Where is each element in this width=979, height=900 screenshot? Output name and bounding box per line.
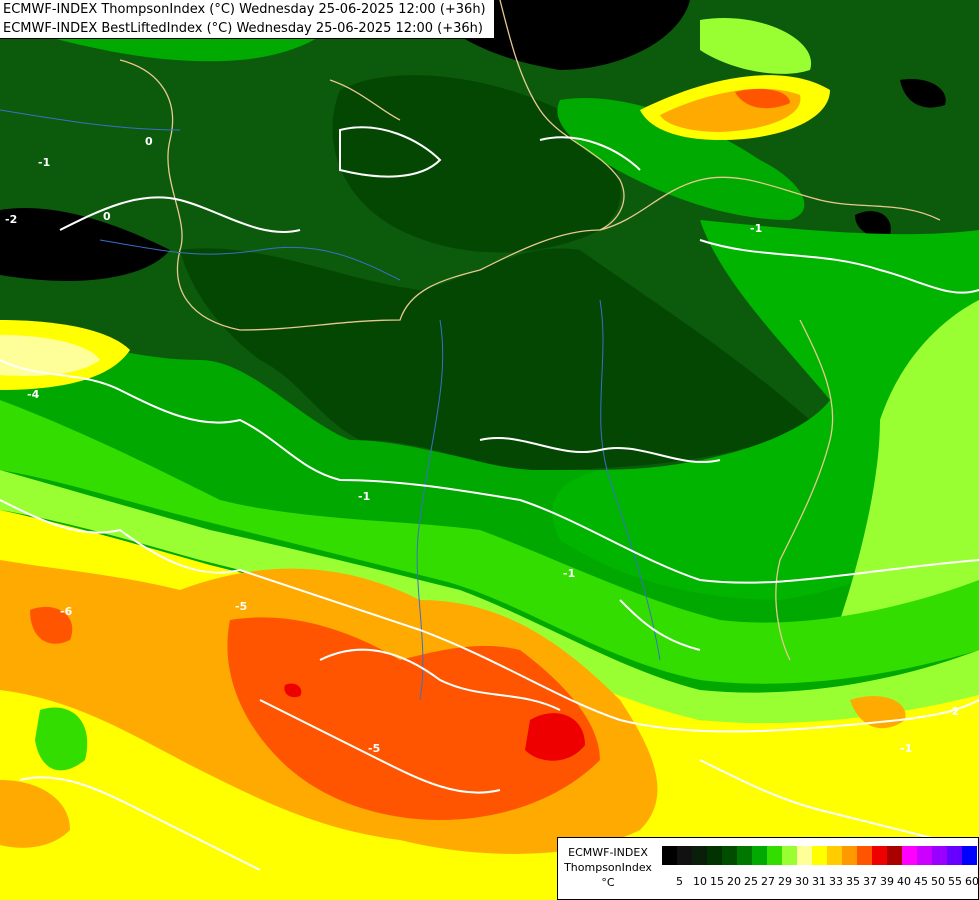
red-spot-west <box>284 683 302 698</box>
contour-label: 0 <box>103 210 111 223</box>
legend-tick-label: 39 <box>880 875 894 888</box>
red-core <box>525 713 585 761</box>
legend-tick-label: 30 <box>795 875 809 888</box>
legend-tick-label: 15 <box>710 875 724 888</box>
contour-label: -4 <box>27 388 40 401</box>
contour-label: -5 <box>235 600 247 613</box>
legend-swatch <box>782 846 797 865</box>
legend-tick-label: 35 <box>846 875 860 888</box>
legend-swatch <box>962 846 977 865</box>
legend-tick-label: 25 <box>744 875 758 888</box>
lime-north <box>700 18 812 74</box>
legend-swatch <box>872 846 887 865</box>
header-title-thompson: ECMWF-INDEX ThompsonIndex (°C) Wednesday… <box>3 2 486 17</box>
color-legend: ECMWF-INDEX ThompsonIndex °C 5 10 15 20 25 27… <box>557 837 979 900</box>
contour-label: -2 <box>947 705 959 718</box>
legend-tick-label: 10 <box>693 875 707 888</box>
legend-swatch <box>767 846 782 865</box>
lime-east <box>840 300 979 624</box>
legend-tick-label: 33 <box>829 875 843 888</box>
bright-green-south-band <box>0 400 979 684</box>
legend-tick-label: 50 <box>931 875 945 888</box>
legend-tick-label: 5 <box>676 875 683 888</box>
contour-label: -1 <box>900 742 912 755</box>
light-yellow-west <box>0 335 100 377</box>
darker-green-core <box>180 248 810 470</box>
legend-tick-label: 45 <box>914 875 928 888</box>
legend-swatch <box>752 846 767 865</box>
legend-swatch <box>842 846 857 865</box>
contour-label: -2 <box>5 213 17 226</box>
header-title-bestlifted: ECMWF-INDEX BestLiftedIndex (°C) Wednesd… <box>3 21 483 36</box>
contour-label: -6 <box>60 605 73 618</box>
green-spot-south <box>35 707 88 771</box>
black-region-east <box>855 211 891 237</box>
legend-title-index: ThompsonIndex <box>564 861 652 874</box>
country-borders <box>119 0 941 661</box>
legend-swatch <box>722 846 737 865</box>
map-header: ECMWF-INDEX ThompsonIndex (°C) Wednesday… <box>0 0 495 39</box>
legend-swatch <box>827 846 842 865</box>
legend-swatch <box>737 846 752 865</box>
black-region-northeast <box>900 79 946 108</box>
bright-green-ne <box>557 98 805 220</box>
legend-swatch <box>887 846 902 865</box>
legend-swatch <box>857 846 872 865</box>
legend-unit: °C <box>601 876 615 889</box>
contour-label: -1 <box>750 222 762 235</box>
legend-swatch <box>797 846 812 865</box>
contour-label: -5 <box>368 742 380 755</box>
legend-swatch <box>677 846 692 865</box>
black-region-northwest <box>0 208 170 281</box>
legend-swatch <box>812 846 827 865</box>
legend-swatch <box>662 846 677 865</box>
contour-label: -1 <box>38 156 50 169</box>
contour-label: -1 <box>563 567 575 580</box>
legend-tick-label: 20 <box>727 875 741 888</box>
legend-swatch <box>917 846 932 865</box>
orange-west-patch <box>0 780 70 848</box>
legend-swatch <box>692 846 707 865</box>
legend-tick-label: 29 <box>778 875 792 888</box>
legend-tick-label: 40 <box>897 875 911 888</box>
darker-green-north <box>332 75 621 253</box>
legend-swatch <box>902 846 917 865</box>
legend-swatch <box>707 846 722 865</box>
contour-label: 0 <box>145 135 153 148</box>
orange-west-spot <box>30 606 73 644</box>
legend-tick-label: 55 <box>948 875 962 888</box>
legend-tick-label: 27 <box>761 875 775 888</box>
legend-swatch <box>932 846 947 865</box>
contour-lines <box>0 126 979 871</box>
rivers <box>0 109 661 701</box>
red-cell-north <box>735 88 790 109</box>
legend-tick-label: 60 <box>965 875 979 888</box>
contour-label: -1 <box>358 490 370 503</box>
legend-swatch <box>947 846 962 865</box>
legend-tick-label: 37 <box>863 875 877 888</box>
legend-title-model: ECMWF-INDEX <box>568 846 648 859</box>
legend-tick-label: 31 <box>812 875 826 888</box>
